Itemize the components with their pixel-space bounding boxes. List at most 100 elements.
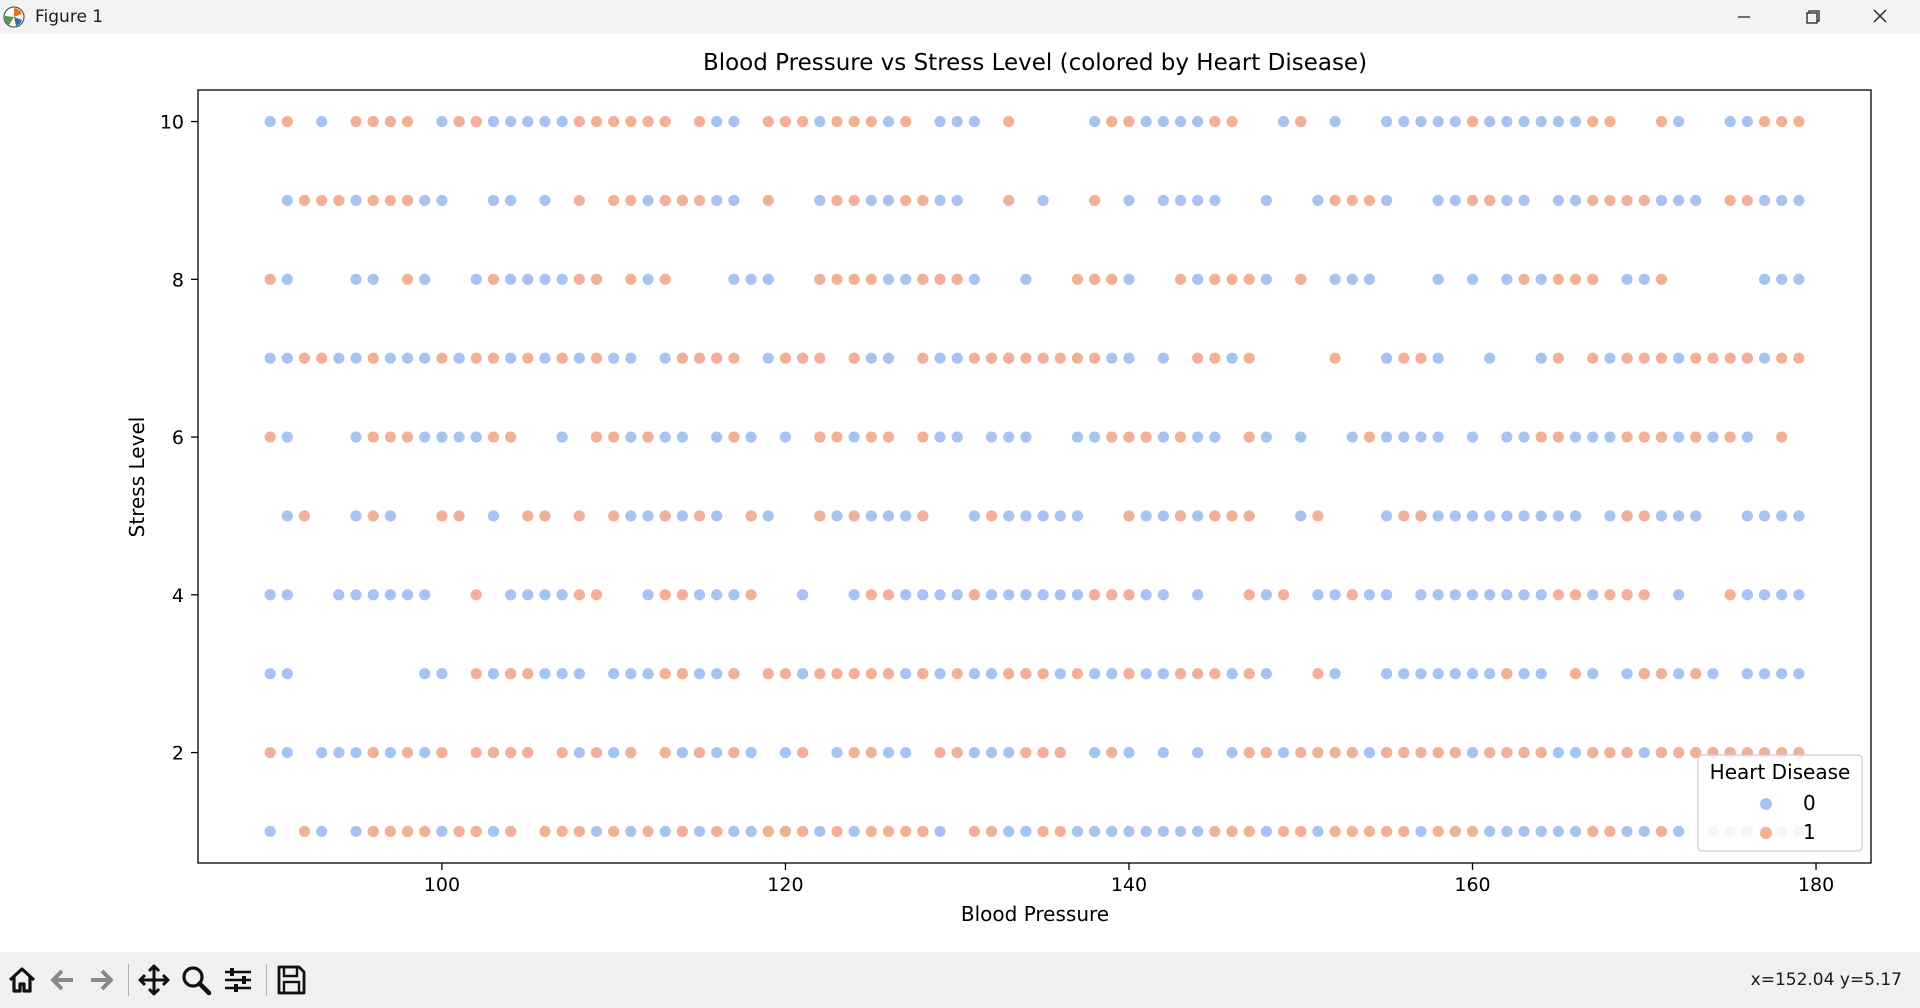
data-point-class-1 xyxy=(1415,352,1427,364)
data-point-class-1 xyxy=(367,115,379,128)
legend-marker-0 xyxy=(1760,798,1772,810)
cursor-coordinates: x=152.04 y=5.17 xyxy=(1750,970,1902,990)
data-point-class-1 xyxy=(573,825,585,838)
data-point-class-0 xyxy=(934,825,946,838)
data-point-class-1 xyxy=(1638,352,1650,364)
home-button[interactable] xyxy=(4,962,40,998)
data-point-class-1 xyxy=(968,825,980,838)
x-tick-label: 180 xyxy=(1798,874,1834,896)
data-point-class-1 xyxy=(693,510,706,522)
restore-button[interactable] xyxy=(1778,0,1846,34)
save-button[interactable] xyxy=(273,962,309,998)
data-point-class-0 xyxy=(316,115,328,128)
data-point-class-0 xyxy=(350,194,362,207)
data-point-class-0 xyxy=(1157,510,1169,522)
data-point-class-0 xyxy=(608,668,620,680)
data-point-class-1 xyxy=(1243,668,1255,680)
data-point-class-0 xyxy=(1398,431,1410,443)
data-point-class-0 xyxy=(1192,825,1204,838)
data-point-class-1 xyxy=(728,746,740,759)
data-point-class-1 xyxy=(590,273,603,285)
data-point-class-0 xyxy=(1707,431,1719,443)
data-point-class-0 xyxy=(1089,746,1101,759)
data-point-class-1 xyxy=(1020,668,1032,680)
data-point-class-0 xyxy=(1432,194,1444,207)
data-point-class-1 xyxy=(573,273,585,285)
data-point-class-1 xyxy=(1277,825,1290,838)
forward-button[interactable] xyxy=(84,962,120,998)
data-point-class-0 xyxy=(1157,668,1169,680)
data-point-class-0 xyxy=(470,273,482,285)
data-point-class-0 xyxy=(1329,589,1341,601)
y-tick-label: 2 xyxy=(172,743,184,765)
data-point-class-0 xyxy=(1552,746,1564,759)
data-point-class-1 xyxy=(1209,825,1221,838)
data-point-class-1 xyxy=(1604,746,1616,759)
data-point-class-0 xyxy=(487,115,500,128)
data-point-class-1 xyxy=(659,668,671,680)
data-point-class-0 xyxy=(1226,352,1238,364)
data-point-class-0 xyxy=(882,510,895,522)
data-point-class-0 xyxy=(264,115,276,128)
data-point-class-1 xyxy=(487,273,500,285)
data-point-class-1 xyxy=(1398,746,1410,759)
data-point-class-1 xyxy=(814,668,826,680)
data-point-class-1 xyxy=(1638,194,1650,207)
y-tick-label: 10 xyxy=(160,112,184,134)
minimize-button[interactable] xyxy=(1710,0,1778,34)
data-point-class-1 xyxy=(1209,668,1221,680)
figure-canvas[interactable]: Blood Pressure vs Stress Level (colored … xyxy=(0,34,1920,952)
data-point-class-1 xyxy=(1089,194,1101,207)
data-point-class-0 xyxy=(384,589,396,601)
data-point-class-1 xyxy=(1381,746,1393,759)
data-point-class-1 xyxy=(1123,431,1135,443)
data-point-class-0 xyxy=(556,589,568,601)
data-point-class-0 xyxy=(985,668,998,680)
data-point-class-1 xyxy=(367,431,379,443)
data-point-class-0 xyxy=(264,589,276,601)
data-point-class-1 xyxy=(882,668,895,680)
data-point-class-1 xyxy=(1123,115,1135,128)
data-point-class-1 xyxy=(281,115,293,128)
data-point-class-1 xyxy=(1587,825,1599,838)
data-point-class-0 xyxy=(1449,589,1461,601)
data-point-class-0 xyxy=(711,589,723,601)
data-point-class-0 xyxy=(1415,825,1427,838)
configure-subplots-icon xyxy=(225,968,251,992)
data-point-class-0 xyxy=(968,115,980,128)
data-point-class-0 xyxy=(1501,510,1513,522)
data-point-class-1 xyxy=(1174,431,1187,443)
data-point-class-0 xyxy=(1466,273,1479,285)
data-point-class-1 xyxy=(556,746,568,759)
data-point-class-1 xyxy=(1123,510,1135,522)
data-point-class-0 xyxy=(1518,668,1530,680)
data-point-class-1 xyxy=(762,194,774,207)
data-point-class-1 xyxy=(1655,668,1668,680)
data-point-class-0 xyxy=(1604,431,1616,443)
data-point-class-0 xyxy=(367,273,379,285)
data-point-class-0 xyxy=(1260,825,1272,838)
y-tick-label: 8 xyxy=(172,269,184,291)
data-point-class-0 xyxy=(865,352,877,364)
data-point-class-1 xyxy=(1484,746,1496,759)
data-point-class-1 xyxy=(762,115,774,128)
data-point-class-0 xyxy=(1071,589,1084,601)
zoom-button[interactable] xyxy=(178,962,214,998)
data-point-class-1 xyxy=(642,431,654,443)
data-point-class-1 xyxy=(1106,273,1118,285)
data-point-class-0 xyxy=(1260,589,1272,601)
data-point-class-1 xyxy=(1655,825,1668,838)
close-button[interactable] xyxy=(1846,0,1914,34)
pan-button[interactable] xyxy=(136,962,172,998)
data-point-class-0 xyxy=(281,273,293,285)
data-point-class-1 xyxy=(1003,194,1015,207)
back-button[interactable] xyxy=(44,962,80,998)
configure-subplots-button[interactable] xyxy=(220,962,256,998)
data-point-class-1 xyxy=(522,352,534,364)
data-point-class-1 xyxy=(608,510,620,522)
data-point-class-1 xyxy=(1054,825,1066,838)
data-point-class-0 xyxy=(1501,825,1513,838)
data-point-class-1 xyxy=(1587,194,1599,207)
data-point-class-0 xyxy=(350,273,362,285)
data-point-class-0 xyxy=(1432,273,1444,285)
